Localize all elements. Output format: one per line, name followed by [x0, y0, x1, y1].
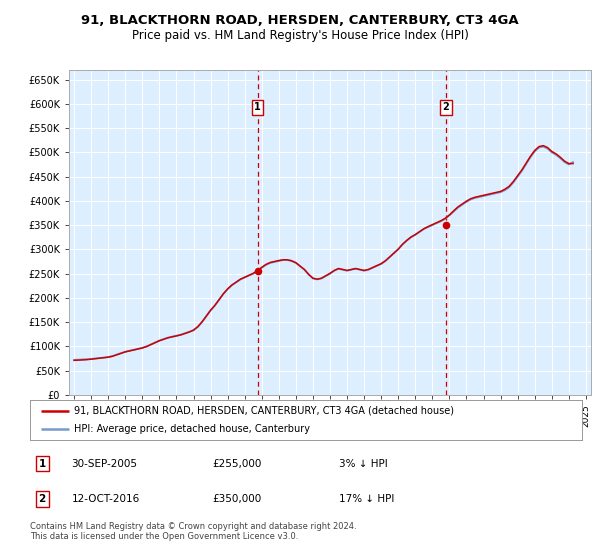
- Text: 30-SEP-2005: 30-SEP-2005: [71, 459, 137, 469]
- Text: 3% ↓ HPI: 3% ↓ HPI: [339, 459, 388, 469]
- Text: 91, BLACKTHORN ROAD, HERSDEN, CANTERBURY, CT3 4GA (detached house): 91, BLACKTHORN ROAD, HERSDEN, CANTERBURY…: [74, 406, 454, 416]
- Text: 12-OCT-2016: 12-OCT-2016: [71, 494, 140, 504]
- Text: 17% ↓ HPI: 17% ↓ HPI: [339, 494, 394, 504]
- Text: 2: 2: [442, 102, 449, 113]
- Text: Price paid vs. HM Land Registry's House Price Index (HPI): Price paid vs. HM Land Registry's House …: [131, 29, 469, 42]
- Text: 1: 1: [254, 102, 261, 113]
- Text: £350,000: £350,000: [212, 494, 262, 504]
- Text: This data is licensed under the Open Government Licence v3.0.: This data is licensed under the Open Gov…: [30, 532, 298, 541]
- Text: 2: 2: [38, 494, 46, 504]
- Text: 91, BLACKTHORN ROAD, HERSDEN, CANTERBURY, CT3 4GA: 91, BLACKTHORN ROAD, HERSDEN, CANTERBURY…: [81, 14, 519, 27]
- Text: HPI: Average price, detached house, Canterbury: HPI: Average price, detached house, Cant…: [74, 424, 310, 434]
- Text: Contains HM Land Registry data © Crown copyright and database right 2024.: Contains HM Land Registry data © Crown c…: [30, 522, 356, 531]
- Text: 1: 1: [38, 459, 46, 469]
- Text: £255,000: £255,000: [212, 459, 262, 469]
